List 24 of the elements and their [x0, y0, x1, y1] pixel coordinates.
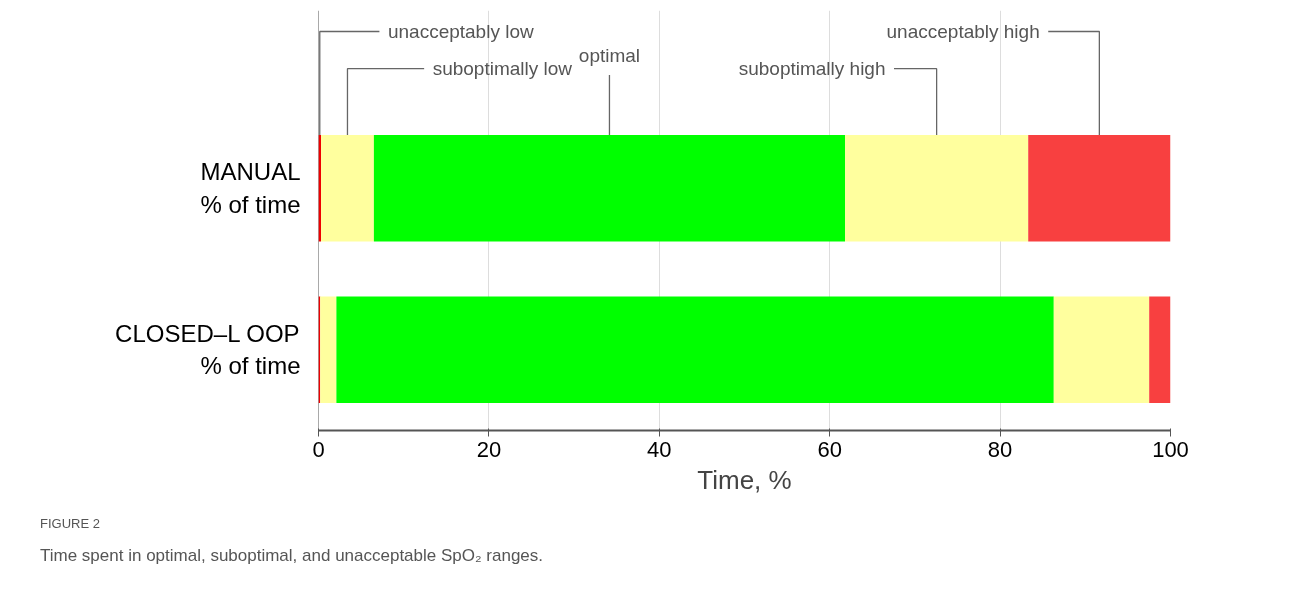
bar [1053, 296, 1150, 404]
bar [373, 134, 846, 242]
x-tick-label: 0 [312, 436, 325, 462]
bar [845, 134, 1029, 242]
x-axis-title: Time, % [697, 464, 792, 495]
text: unacceptably high [886, 21, 1040, 42]
text: suboptimally low [432, 58, 573, 80]
x-tick-label: 20 [476, 436, 502, 462]
x-tick-label: 40 [647, 436, 672, 462]
text: unacceptably low [387, 21, 534, 42]
bar [321, 134, 374, 242]
x-tick-label: 100 [1152, 436, 1189, 462]
text: Time spent in optimal, suboptimal, and unacceptable SpO₂ ranges. [40, 544, 544, 567]
x-tick-label: 60 [817, 436, 842, 462]
text: suboptimally high [738, 58, 886, 80]
x-tick-label: 80 [987, 436, 1013, 462]
caption: FIGURE 2 [40, 515, 100, 533]
bar [1149, 296, 1171, 404]
y-tick-label: CLOSED–L OOP % of time [115, 320, 301, 380]
bar [320, 296, 337, 404]
text: optimal [578, 45, 641, 67]
bar [336, 296, 1054, 404]
bar [1028, 134, 1171, 242]
y-tick-label: MANUAL % of time [200, 158, 301, 218]
